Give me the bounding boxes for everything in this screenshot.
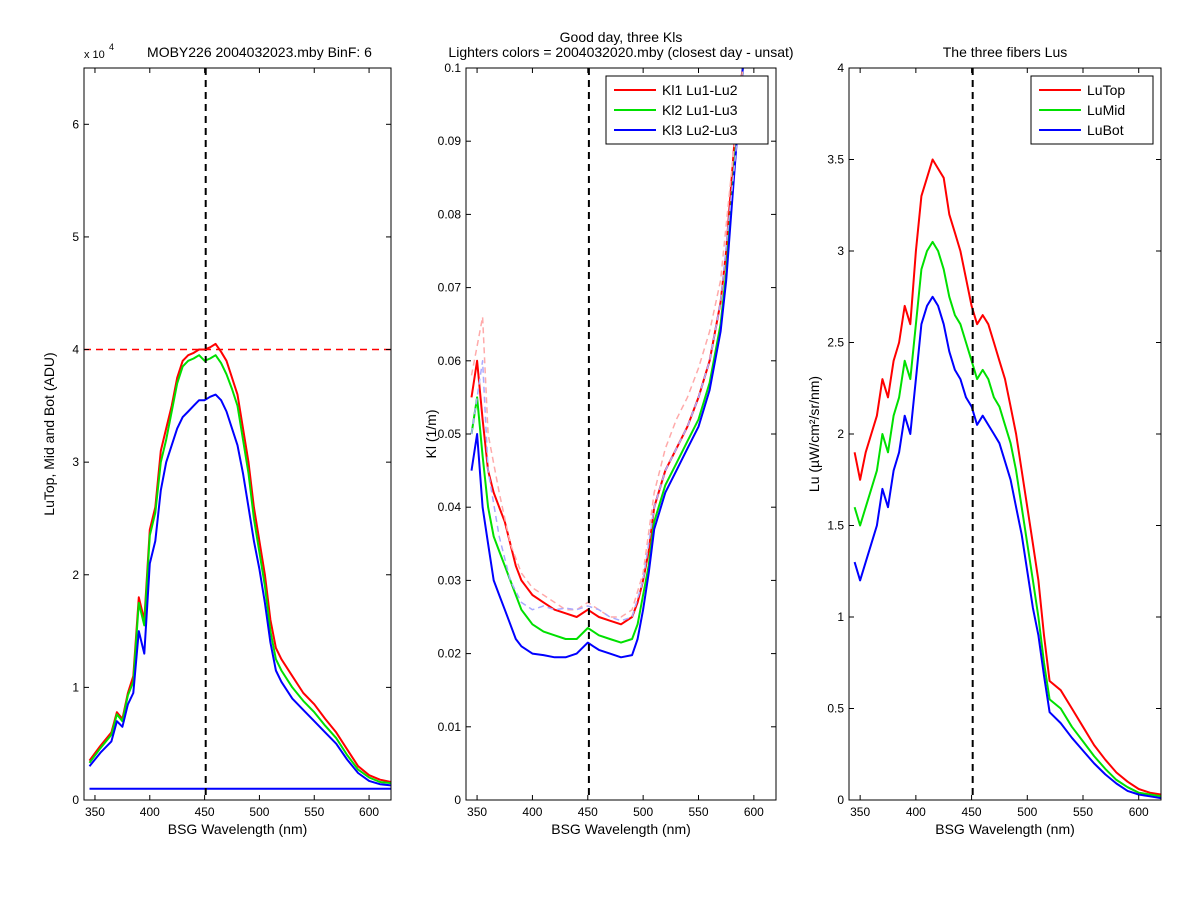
panel-3-ytick-label: 2 bbox=[837, 427, 844, 441]
panel-3-ytick-label: 1 bbox=[837, 610, 844, 624]
panel-1-series-1-line bbox=[88, 342, 391, 783]
panel-3-legend: LuTop LuMid LuBot bbox=[1030, 75, 1154, 145]
panel-1-exponent-power: 4 bbox=[109, 42, 114, 52]
panel-3-ytick-label: 3.5 bbox=[827, 153, 844, 167]
panel-1-axes-frame bbox=[83, 67, 392, 801]
panel-2-xtick-label: 550 bbox=[688, 805, 708, 819]
panel-1-plot-area bbox=[84, 68, 391, 800]
panel-3-ytick-label: 4 bbox=[837, 61, 844, 75]
panel-1-ytick-label: 5 bbox=[72, 230, 79, 244]
panel-1: 350 400 450 500 550 600 0 1 2 3 4 5 6 BSG Wavelength … bbox=[41, 42, 392, 837]
panel-2-ytick-label: 0.08 bbox=[438, 207, 462, 221]
panel-1-exponent-label: x 10 bbox=[84, 49, 105, 61]
panel-2-xtick-label: 400 bbox=[522, 805, 542, 819]
panel-3-xtick-label: 600 bbox=[1129, 805, 1149, 819]
panel-3-series-3-line bbox=[853, 295, 1161, 800]
panel-1-ytick-label: 4 bbox=[72, 343, 79, 357]
panel-2: 350 400 450 500 550 600 0 0.01 0.02 0.03 0.04 0.05 0… bbox=[423, 29, 794, 837]
panel-1-ytick-label: 0 bbox=[72, 793, 79, 807]
panel-3-plot-area bbox=[853, 68, 1161, 800]
panel-1-xtick-label: 400 bbox=[140, 805, 160, 819]
panel-2-series-2-line bbox=[470, 68, 744, 644]
panel-3-series-2-line bbox=[853, 240, 1161, 798]
panel-1-ytick-label: 3 bbox=[72, 455, 79, 469]
panel-2-legend-label-1: Kl1 Lu1-Lu2 bbox=[662, 82, 738, 98]
panel-1-ylabel: LuTop, Mid and Bot (ADU) bbox=[41, 352, 57, 515]
panel-2-xtick-label: 450 bbox=[578, 805, 598, 819]
panel-3-ylabel: Lu (µW/cm²/sr/nm) bbox=[806, 376, 822, 492]
panel-2-ytick-label: 0.06 bbox=[438, 354, 462, 368]
panel-2-plot-area bbox=[470, 68, 744, 800]
panel-2-ytick-label: 0.03 bbox=[438, 573, 462, 587]
panel-1-xtick-label: 500 bbox=[249, 805, 269, 819]
panel-3-ytick-label: 2.5 bbox=[827, 336, 844, 350]
panel-3-ytick-label: 0.5 bbox=[827, 702, 844, 716]
panel-2-title: Good day, three Kls bbox=[560, 29, 683, 45]
panel-1-xtick-label: 550 bbox=[304, 805, 324, 819]
panel-2-legend-label-3: Kl3 Lu2-Lu3 bbox=[662, 122, 738, 138]
panel-3-ytick-label: 0 bbox=[837, 793, 844, 807]
panel-2-legend: Kl1 Lu1-Lu2 Kl2 Lu1-Lu3 Kl3 Lu2-Lu3 bbox=[605, 75, 769, 145]
panel-2-ytick-label: 0.09 bbox=[438, 134, 462, 148]
panel-2-ytick-label: 0.1 bbox=[444, 61, 461, 75]
panel-3-xtick-label: 350 bbox=[850, 805, 870, 819]
panel-2-ytick-label: 0.02 bbox=[438, 647, 462, 661]
panel-2-legend-label-2: Kl2 Lu1-Lu3 bbox=[662, 102, 738, 118]
panel-1-xtick-label: 600 bbox=[359, 805, 379, 819]
panel-2-ytick-label: 0 bbox=[454, 793, 461, 807]
panel-3-xtick-label: 500 bbox=[1017, 805, 1037, 819]
panel-1-ytick-label: 2 bbox=[72, 568, 79, 582]
panel-3-xlabel: BSG Wavelength (nm) bbox=[935, 821, 1075, 837]
panel-2-ytick-label: 0.04 bbox=[438, 500, 462, 514]
panel-2-xtick-label: 600 bbox=[744, 805, 764, 819]
panel-2-series-1-line bbox=[470, 68, 744, 626]
panel-1-xtick-label: 350 bbox=[85, 805, 105, 819]
panel-3-xtick-label: 450 bbox=[962, 805, 982, 819]
panel-3-xtick-label: 400 bbox=[906, 805, 926, 819]
panel-3-ytick-label: 3 bbox=[837, 244, 844, 258]
panel-1-ytick-label: 1 bbox=[72, 680, 79, 694]
panel-2-xtick-label: 500 bbox=[633, 805, 653, 819]
panel-1-xtick-label: 450 bbox=[195, 805, 215, 819]
panel-2-ytick-label: 0.07 bbox=[438, 281, 462, 295]
panel-1-series-3-line bbox=[88, 393, 391, 787]
panel-2-subtitle: Lighters colors = 2004032020.mby (closes… bbox=[448, 44, 793, 60]
panel-2-ylabel: Kl (1/m) bbox=[423, 410, 439, 459]
panel-3: 350 400 450 500 550 600 0 0.5 1 1.5 2 2.5 3 3.5 4 BSG W… bbox=[806, 44, 1162, 837]
panel-3-xtick-label: 550 bbox=[1073, 805, 1093, 819]
panel-3-legend-label-2: LuMid bbox=[1087, 102, 1125, 118]
panel-2-series-3-line bbox=[470, 68, 744, 659]
panel-2-series-5-line bbox=[470, 82, 744, 622]
panel-2-ytick-label: 0.05 bbox=[438, 427, 462, 441]
panel-3-series-1-line bbox=[853, 158, 1161, 796]
panel-2-ytick-label: 0.01 bbox=[438, 720, 462, 734]
panel-1-series-2-line bbox=[88, 354, 391, 785]
panel-1-title: MOBY226 2004032023.mby BinF: 6 bbox=[147, 44, 372, 60]
panel-3-title: The three fibers Lus bbox=[943, 44, 1068, 60]
panel-3-ytick-label: 1.5 bbox=[827, 519, 844, 533]
panel-1-ytick-label: 6 bbox=[72, 117, 79, 131]
panel-3-legend-label-1: LuTop bbox=[1087, 82, 1125, 98]
panel-2-xtick-label: 350 bbox=[467, 805, 487, 819]
panel-2-xlabel: BSG Wavelength (nm) bbox=[551, 821, 691, 837]
panel-1-xlabel: BSG Wavelength (nm) bbox=[168, 821, 308, 837]
panel-3-legend-label-3: LuBot bbox=[1087, 122, 1124, 138]
